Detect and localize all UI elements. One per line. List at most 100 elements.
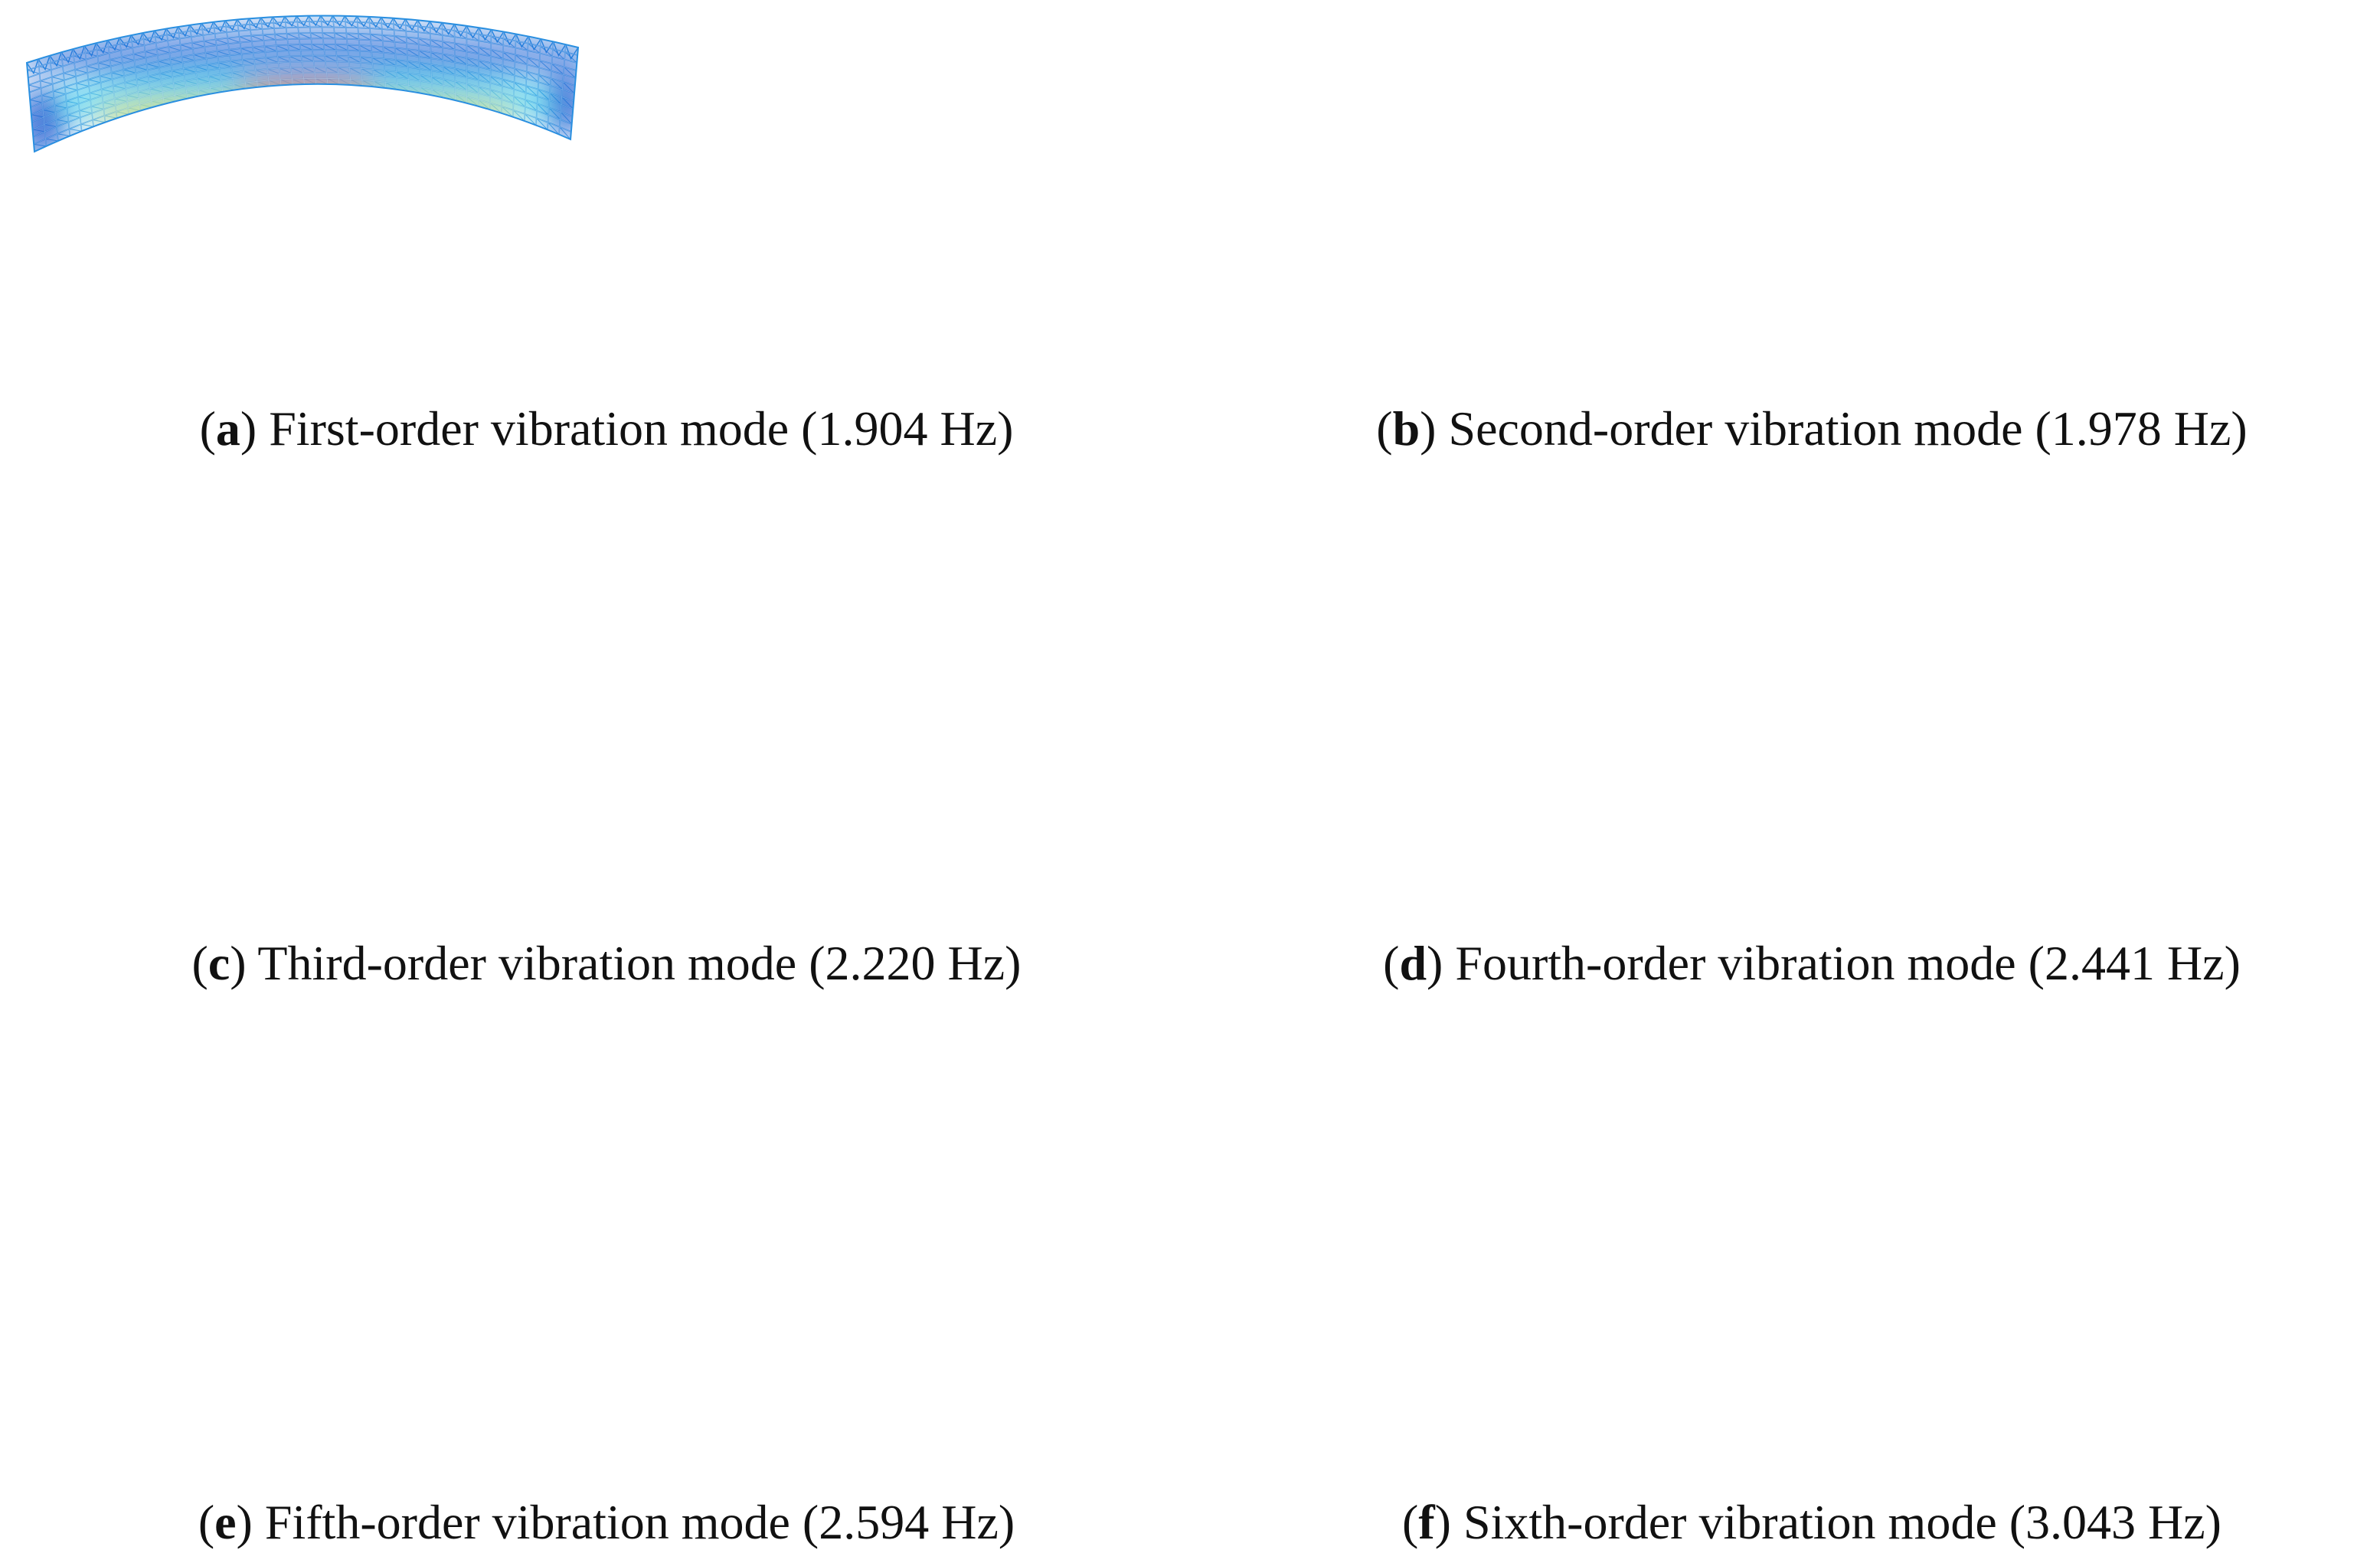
caption-letter-c: c [208, 936, 230, 990]
mesh-gap [60, 52, 70, 136]
diagonal-line [76, 83, 90, 87]
mesh-gap [393, 18, 398, 90]
diagonal-line [309, 21, 322, 28]
mesh-gap [284, 16, 293, 85]
mode-shape-e [0, 1042, 1190, 1424]
mesh-gap [405, 18, 410, 92]
panel-d [1190, 505, 2380, 934]
mode-shape-a [25, 15, 580, 153]
mesh-gap [72, 49, 83, 132]
diagonal-line [53, 90, 66, 95]
truss-triangle [368, 16, 382, 28]
contour-region [1190, 69, 1195, 115]
caption-text-f: Sixth-order vibration mode (3.043 Hz) [1463, 1495, 2221, 1549]
mesh-gap [83, 46, 94, 127]
diagonal-line [64, 87, 78, 91]
contour-region [27, 27, 578, 88]
caption-text-c: Third-order vibration mode (2.220 Hz) [257, 936, 1022, 990]
mesh-gap [558, 44, 567, 135]
caption-a: (a) First-order vibration mode (1.904 Hz… [199, 401, 1014, 456]
diagonal-line [333, 21, 346, 28]
mesh-gap [201, 23, 211, 94]
diagonal-line [69, 128, 82, 132]
contour-region [92, 98, 521, 132]
mesh-gap [344, 15, 351, 86]
mesh-gap [49, 55, 59, 142]
truss-triangle [344, 15, 358, 27]
mode-shape-f [1190, 1042, 2380, 1424]
caption-f: (f) Sixth-order vibration mode (3.043 Hz… [1402, 1495, 2221, 1549]
mesh-gap [31, 55, 574, 116]
diagonal-line [92, 119, 106, 123]
mesh-gap [308, 15, 317, 84]
mesh-gap [260, 18, 270, 87]
diagonal-line [27, 70, 40, 74]
mesh-gap [368, 16, 375, 87]
panel-c [0, 505, 1190, 934]
mesh-gap [28, 26, 577, 78]
caption-c: (c) Third-order vibration mode (2.220 Hz… [191, 936, 1022, 990]
mesh-gap [38, 59, 47, 146]
mesh-gap [535, 38, 541, 126]
diagonal-line [538, 74, 551, 87]
diagonal-line [40, 80, 53, 85]
mesh-gap [332, 15, 340, 85]
mesh-gap [177, 26, 188, 99]
diagonal-line [297, 21, 310, 28]
diagonal-line [285, 21, 299, 28]
mesh-gap [547, 41, 554, 130]
caption-text-b: Second-order vibration mode (1.978 Hz) [1448, 401, 2248, 456]
truss-triangle [320, 15, 334, 27]
caption-text-a: First-order vibration mode (1.904 Hz) [269, 401, 1014, 456]
mode-shape-c [0, 505, 1190, 934]
mesh-gap [237, 19, 247, 89]
mesh-gap [165, 28, 177, 102]
mesh-gap [320, 15, 329, 84]
truss-triangle [308, 15, 322, 27]
contour-region [54, 74, 559, 132]
mesh-gap [32, 67, 573, 130]
mesh-gap [29, 38, 576, 93]
mesh-gap [142, 32, 153, 108]
truss-triangle [284, 15, 298, 28]
mesh-gap [29, 44, 575, 100]
mesh-gap [119, 38, 129, 115]
mesh-gap [429, 21, 433, 96]
mesh-gap [248, 18, 259, 87]
truss-triangle [356, 15, 370, 28]
mesh-gap [272, 17, 282, 86]
displacement-contours [1190, 69, 1195, 161]
mesh-gap [224, 21, 235, 90]
diagonal-line [80, 123, 94, 127]
mesh-gap [96, 43, 106, 123]
mesh-gap [296, 15, 305, 85]
mesh-gap [28, 32, 577, 86]
panel-e [0, 1042, 1190, 1424]
mesh-gap [489, 29, 492, 110]
mesh-gap [189, 25, 200, 96]
diagonal-line [88, 79, 101, 83]
mesh-gap [30, 49, 575, 108]
caption-letter-d: d [1399, 936, 1427, 990]
mesh-gap [154, 31, 165, 105]
diagonal-line [321, 21, 335, 28]
truss-triangle [272, 16, 286, 28]
truss-outline [25, 15, 580, 153]
mesh-gap [130, 34, 142, 111]
truss-triangle [332, 15, 345, 27]
mesh-gap [31, 60, 574, 123]
mesh-gap [33, 72, 572, 138]
truss-triangle [260, 16, 273, 28]
diagonal-line [28, 84, 41, 89]
caption-letter-b: b [1392, 401, 1420, 456]
diagonal-line [345, 21, 358, 28]
caption-b: (b) Second-order vibration mode (1.978 H… [1376, 401, 2248, 456]
diagonal-line [51, 76, 64, 81]
truss-triangle [381, 17, 394, 29]
caption-letter-e: e [214, 1495, 237, 1549]
caption-letter-a: a [215, 401, 240, 456]
truss-mesh [27, 15, 578, 152]
caption-letter-f: f [1418, 1495, 1435, 1549]
caption-e: (e) Fifth-order vibration mode (2.594 Hz… [198, 1495, 1015, 1549]
mesh-gap [107, 40, 118, 119]
